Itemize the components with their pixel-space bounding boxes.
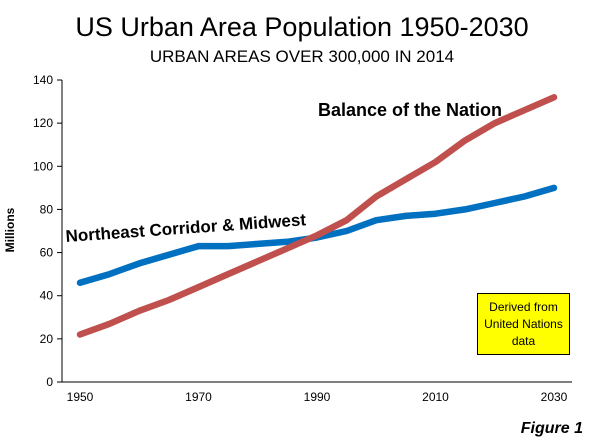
series-line-balance-of-nation [76, 94, 558, 338]
y-axis-label: Millions [3, 207, 17, 252]
figure-label: Figure 1 [520, 420, 583, 437]
series-lines [76, 94, 558, 338]
y-tick-label: 100 [33, 159, 53, 173]
y-tick-label: 80 [40, 202, 54, 216]
y-tick-label: 120 [33, 116, 53, 130]
y-tick-label: 40 [40, 289, 54, 303]
tick-labels: 0 20 40 60 80 100 120 140 1950 1970 1990 2010 2030 [33, 73, 568, 404]
y-tick-label: 60 [40, 246, 54, 260]
x-tick-label: 1970 [185, 390, 212, 404]
source-note-text: Derived from United Nations data [484, 299, 563, 348]
x-tick-label: 2030 [541, 390, 568, 404]
chart-subtitle: URBAN AREAS OVER 300,000 IN 2014 [150, 47, 454, 66]
chart-title: US Urban Area Population 1950-2030 [75, 12, 528, 42]
source-note-box: Derived from United Nations data [477, 293, 570, 355]
x-tick-label: 1950 [67, 390, 94, 404]
x-tick-label: 1990 [304, 390, 331, 404]
x-tick-label: 2010 [422, 390, 449, 404]
y-tick-label: 0 [46, 375, 53, 389]
y-tick-label: 140 [33, 73, 53, 87]
series-label-balance-of-nation: Balance of the Nation [318, 100, 502, 120]
y-tick-label: 20 [40, 332, 54, 346]
axes [57, 79, 572, 383]
